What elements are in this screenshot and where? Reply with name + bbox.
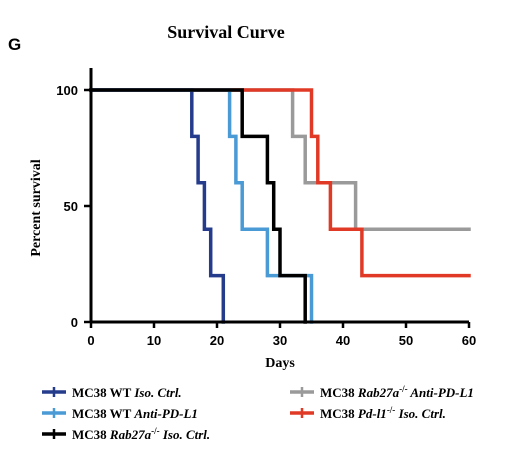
y-tick-label: 50 [64, 199, 78, 214]
legend-item: MC38 Pd-l1-/- Iso. Ctrl. [290, 405, 446, 421]
x-tick-label: 40 [336, 333, 350, 348]
legend-item: MC38 WT Anti-PD-L1 [42, 406, 198, 421]
legend-label: MC38 Pd-l1-/- Iso. Ctrl. [320, 405, 446, 421]
series-line-1 [89, 88, 226, 324]
series-line-5 [89, 88, 471, 278]
legend-item: MC38 Rab27a-/- Iso. Ctrl. [42, 426, 210, 442]
series-line-3 [89, 88, 307, 324]
legend-label: MC38 Rab27a-/- Anti-PD-L1 [320, 384, 474, 400]
series-line-4 [89, 88, 471, 231]
x-axis-label: Days [265, 356, 295, 371]
x-tick-label: 10 [147, 333, 161, 348]
x-tick-label: 50 [399, 333, 413, 348]
axes-layer [89, 68, 469, 324]
legend-item: MC38 WT Iso. Ctrl. [42, 385, 182, 400]
y-tick-label: 100 [56, 83, 78, 98]
chart-title: Survival Curve [167, 22, 285, 42]
y-axis-label: Percent survival [29, 159, 44, 256]
series-line-2 [89, 88, 314, 324]
x-tick-label: 20 [210, 333, 224, 348]
x-tick-label: 30 [273, 333, 287, 348]
legend-label: MC38 Rab27a-/- Iso. Ctrl. [72, 426, 210, 442]
x-tick-label: 60 [462, 333, 476, 348]
legend-label: MC38 WT Iso. Ctrl. [72, 385, 182, 400]
legend: MC38 WT Iso. Ctrl. MC38 WT Anti-PD-L1 MC38… [42, 384, 474, 442]
panel-label: G [8, 35, 21, 54]
y-tick-label: 0 [71, 315, 78, 330]
ticks-layer: 0 10 20 30 40 50 60 0 50 100 [56, 83, 476, 348]
x-tick-label: 0 [87, 333, 94, 348]
legend-label: MC38 WT Anti-PD-L1 [72, 406, 198, 421]
series-layer [89, 88, 471, 324]
legend-item: MC38 Rab27a-/- Anti-PD-L1 [290, 384, 474, 400]
